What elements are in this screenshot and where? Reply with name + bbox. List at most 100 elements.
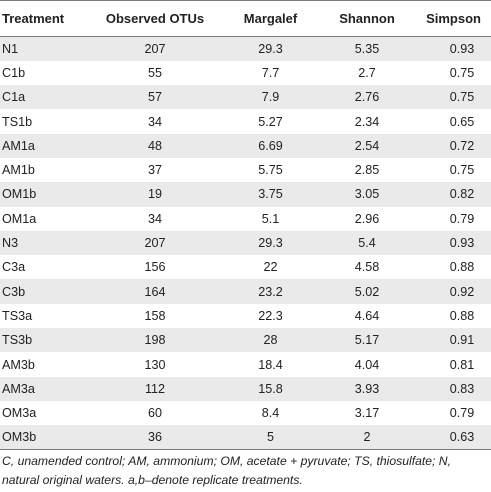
cell-treatment: N1 (0, 36, 92, 61)
cell-shannon: 4.58 (323, 255, 411, 280)
cell-shannon: 5.4 (323, 230, 411, 256)
cell-shannon: 3.93 (323, 376, 411, 401)
cell-observed-otus: 164 (92, 279, 218, 304)
table-row: C3a 156 22 4.58 0.88 (0, 255, 491, 280)
table-row: C3b 164 23.2 5.02 0.92 (0, 279, 491, 304)
cell-observed-otus: 156 (92, 255, 218, 280)
cell-margalef: 29.3 (218, 36, 323, 61)
cell-margalef: 3.75 (218, 182, 323, 207)
cell-observed-otus: 34 (92, 206, 218, 231)
table-header: Treatment Observed OTUs Margalef Shannon… (0, 0, 491, 37)
cell-observed-otus: 207 (92, 230, 218, 256)
cell-treatment: OM3a (0, 400, 92, 426)
header-observed-otus: Observed OTUs (92, 0, 218, 37)
table-row: N3 207 29.3 5.4 0.93 (0, 230, 491, 256)
table-footnote: C, unamended control; AM, ammonium; OM, … (2, 454, 451, 487)
cell-observed-otus: 158 (92, 303, 218, 329)
table-row: OM1b 19 3.75 3.05 0.82 (0, 182, 491, 207)
cell-shannon: 2.96 (323, 206, 411, 231)
cell-shannon: 2 (323, 425, 411, 451)
cell-simpson: 0.88 (411, 255, 491, 280)
header-margalef: Margalef (218, 0, 323, 37)
cell-treatment: C3b (0, 279, 92, 304)
cell-treatment: N3 (0, 230, 92, 256)
table-body: N1 207 29.3 5.35 0.93 C1b 55 7.7 2.7 0.75 C1a 57 7.9… (0, 36, 491, 451)
table-row: C1a 57 7.9 2.76 0.75 (0, 85, 491, 110)
cell-treatment: C3a (0, 255, 92, 280)
cell-margalef: 7.9 (218, 85, 323, 110)
cell-treatment: OM3b (0, 425, 92, 451)
cell-shannon: 2.34 (323, 109, 411, 134)
cell-shannon: 2.85 (323, 157, 411, 183)
cell-treatment: AM3b (0, 352, 92, 377)
diversity-table: Treatment Observed OTUs Margalef Shannon… (0, 0, 491, 451)
cell-observed-otus: 48 (92, 133, 218, 158)
cell-margalef: 18.4 (218, 352, 323, 377)
cell-shannon: 4.64 (323, 303, 411, 329)
cell-margalef: 28 (218, 328, 323, 353)
table-row: OM3a 60 8.4 3.17 0.79 (0, 400, 491, 426)
cell-observed-otus: 55 (92, 60, 218, 86)
header-simpson: Simpson (411, 0, 491, 37)
cell-treatment: C1b (0, 60, 92, 86)
cell-observed-otus: 19 (92, 182, 218, 207)
cell-margalef: 6.69 (218, 133, 323, 158)
cell-margalef: 22.3 (218, 303, 323, 329)
header-row: Treatment Observed OTUs Margalef Shannon… (0, 0, 491, 37)
table-row: OM3b 36 5 2 0.63 (0, 425, 491, 451)
cell-observed-otus: 36 (92, 425, 218, 451)
cell-simpson: 0.63 (411, 425, 491, 451)
cell-margalef: 23.2 (218, 279, 323, 304)
cell-treatment: TS3a (0, 303, 92, 329)
cell-treatment: AM1a (0, 133, 92, 158)
table-row: TS3b 198 28 5.17 0.91 (0, 328, 491, 353)
cell-simpson: 0.79 (411, 400, 491, 426)
cell-simpson: 0.72 (411, 133, 491, 158)
cell-margalef: 7.7 (218, 60, 323, 86)
cell-margalef: 5 (218, 425, 323, 451)
cell-simpson: 0.91 (411, 328, 491, 353)
cell-simpson: 0.81 (411, 352, 491, 377)
cell-observed-otus: 57 (92, 85, 218, 110)
cell-simpson: 0.93 (411, 230, 491, 256)
cell-margalef: 22 (218, 255, 323, 280)
cell-simpson: 0.75 (411, 85, 491, 110)
cell-margalef: 15.8 (218, 376, 323, 401)
table-row: TS3a 158 22.3 4.64 0.88 (0, 303, 491, 329)
table-row: TS1b 34 5.27 2.34 0.65 (0, 109, 491, 134)
table-row: N1 207 29.3 5.35 0.93 (0, 36, 491, 61)
cell-treatment: OM1a (0, 206, 92, 231)
cell-shannon: 5.35 (323, 36, 411, 61)
cell-observed-otus: 60 (92, 400, 218, 426)
cell-shannon: 2.54 (323, 133, 411, 158)
table-row: AM1a 48 6.69 2.54 0.72 (0, 133, 491, 158)
cell-margalef: 5.75 (218, 157, 323, 183)
cell-simpson: 0.82 (411, 182, 491, 207)
cell-simpson: 0.65 (411, 109, 491, 134)
cell-shannon: 3.05 (323, 182, 411, 207)
cell-shannon: 2.7 (323, 60, 411, 86)
table-row: OM1a 34 5.1 2.96 0.79 (0, 206, 491, 231)
cell-simpson: 0.79 (411, 206, 491, 231)
cell-simpson: 0.75 (411, 157, 491, 183)
cell-treatment: TS3b (0, 328, 92, 353)
cell-treatment: AM3a (0, 376, 92, 401)
cell-treatment: AM1b (0, 157, 92, 183)
cell-shannon: 5.17 (323, 328, 411, 353)
cell-simpson: 0.93 (411, 36, 491, 61)
cell-treatment: C1a (0, 85, 92, 110)
header-shannon: Shannon (323, 0, 411, 37)
cell-shannon: 3.17 (323, 400, 411, 426)
cell-treatment: TS1b (0, 109, 92, 134)
cell-simpson: 0.83 (411, 376, 491, 401)
cell-margalef: 5.1 (218, 206, 323, 231)
cell-simpson: 0.88 (411, 303, 491, 329)
table-row: AM3b 130 18.4 4.04 0.81 (0, 352, 491, 377)
cell-observed-otus: 207 (92, 36, 218, 61)
cell-observed-otus: 130 (92, 352, 218, 377)
cell-simpson: 0.92 (411, 279, 491, 304)
cell-simpson: 0.75 (411, 60, 491, 86)
table-row: AM3a 112 15.8 3.93 0.83 (0, 376, 491, 401)
cell-margalef: 29.3 (218, 230, 323, 256)
